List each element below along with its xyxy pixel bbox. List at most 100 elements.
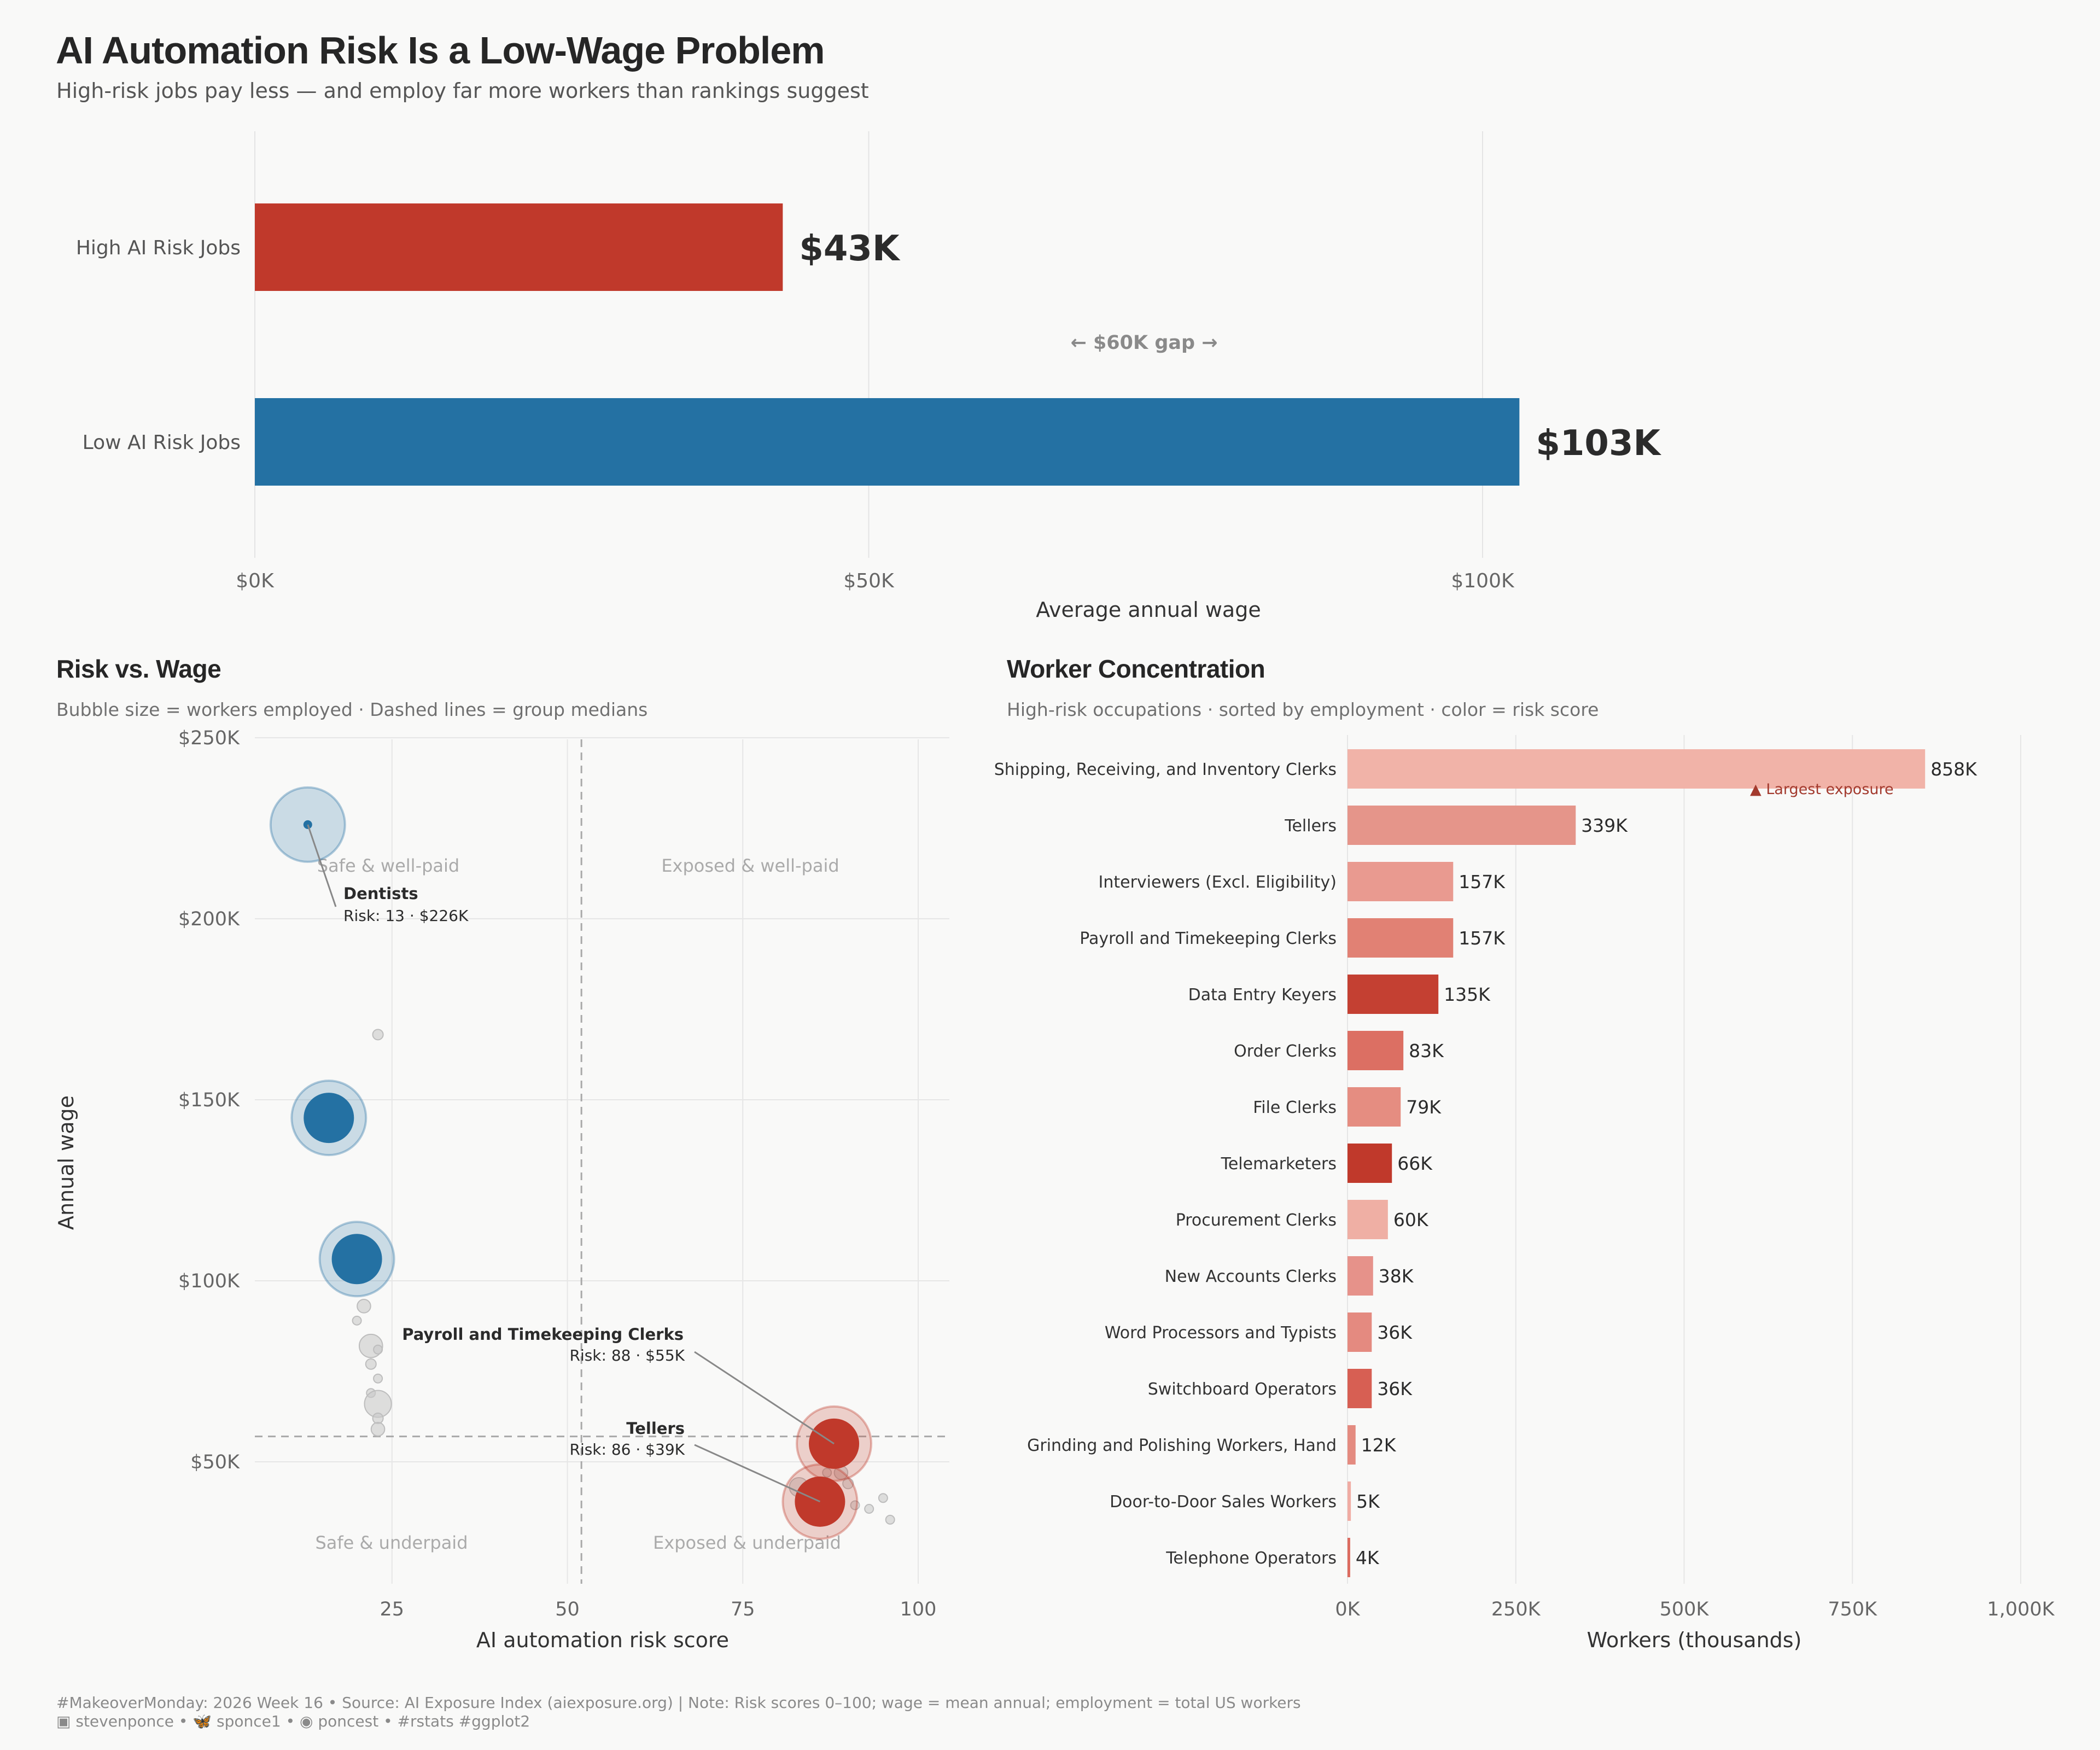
gap-annotation: ← $60K gap → xyxy=(1070,332,1217,354)
x-tick-label: $50K xyxy=(843,570,895,592)
bubble-other xyxy=(822,1467,832,1478)
workers-panel-subtitle: High-risk occupations · sorted by employ… xyxy=(1007,699,1599,720)
bar xyxy=(1348,1369,1372,1408)
value-label: 38K xyxy=(1379,1265,1414,1287)
annotation-detail: Risk: 88 · $55K xyxy=(569,1346,685,1364)
bubble-other xyxy=(878,1493,888,1503)
value-label: 36K xyxy=(1377,1378,1413,1399)
leader-line xyxy=(694,1444,820,1503)
value-label: $103K xyxy=(1536,423,1661,464)
category-label: File Clerks xyxy=(1253,1098,1337,1117)
y-tick-label: $250K xyxy=(178,727,240,749)
annotation-title: Dentists xyxy=(343,884,418,903)
risk-wage-scatter: 25 50 75 100 $50K $100K $150K $200K $250K Safe & … xyxy=(54,727,949,1652)
value-label: 83K xyxy=(1409,1040,1444,1061)
bar xyxy=(1348,1087,1401,1127)
y-tick-label: $100K xyxy=(178,1270,240,1292)
x-tick-label: 500K xyxy=(1660,1599,1710,1620)
bar xyxy=(1348,1425,1356,1465)
bar xyxy=(1348,975,1439,1014)
bubble-other xyxy=(357,1299,371,1314)
bar xyxy=(1348,1200,1388,1239)
bar xyxy=(1348,1481,1351,1521)
category-label: Door-to-Door Sales Workers xyxy=(1110,1492,1337,1512)
category-label: Telemarketers xyxy=(1221,1154,1337,1174)
footer-credits: ▣ stevenponce • 🦋 sponce1 • ◉ poncest • … xyxy=(56,1712,530,1730)
bar xyxy=(1348,806,1576,845)
x-tick-label: 750K xyxy=(1828,1599,1877,1620)
value-label: 4K xyxy=(1356,1547,1380,1568)
bar xyxy=(1348,862,1454,901)
x-tick-label: $100K xyxy=(1451,570,1515,592)
bubble-other xyxy=(365,1358,377,1370)
bubble-other xyxy=(372,1029,384,1041)
bar xyxy=(1348,1031,1404,1070)
scatter-panel-title: Risk vs. Wage xyxy=(56,655,221,683)
bar xyxy=(1348,1144,1392,1183)
quadrant-label: Safe & underpaid xyxy=(315,1532,468,1553)
value-label: 79K xyxy=(1406,1096,1442,1118)
worker-concentration-chart: 0K 250K 500K 750K 1,000K Shipping, Receiving,… xyxy=(994,735,2055,1652)
value-label: 66K xyxy=(1397,1153,1433,1174)
bubble-other xyxy=(850,1500,860,1510)
x-axis-title: Average annual wage xyxy=(1036,598,1261,622)
x-tick-label: 250K xyxy=(1491,1599,1541,1620)
scatter-panel-subtitle: Bubble size = workers employed · Dashed … xyxy=(56,699,648,720)
category-label: Grinding and Polishing Workers, Hand xyxy=(1027,1436,1337,1455)
bubble-other xyxy=(352,1315,362,1326)
value-label: 60K xyxy=(1393,1209,1429,1230)
category-label: Data Entry Keyers xyxy=(1188,985,1337,1005)
bubble-other xyxy=(373,1344,383,1355)
annotation-detail: Risk: 13 · $226K xyxy=(343,907,469,925)
quadrant-label: Exposed & underpaid xyxy=(653,1532,841,1553)
y-tick-label: $150K xyxy=(178,1089,240,1111)
y-tick-label: $200K xyxy=(178,908,240,930)
value-label: 157K xyxy=(1459,871,1506,892)
bar xyxy=(1348,1256,1373,1296)
bubble-low-risk xyxy=(331,1234,382,1285)
category-label: New Accounts Clerks xyxy=(1165,1267,1337,1286)
bar xyxy=(1348,1312,1372,1352)
annotation-title: Tellers xyxy=(626,1419,685,1438)
workers-panel-title: Worker Concentration xyxy=(1007,655,1265,683)
category-label: Word Processors and Typists xyxy=(1105,1323,1337,1343)
bar xyxy=(1348,749,1926,789)
bubble-other xyxy=(373,1373,383,1384)
category-label: Order Clerks xyxy=(1234,1042,1337,1061)
bar xyxy=(1348,918,1454,958)
x-tick-label: 1,000K xyxy=(1987,1599,2055,1620)
x-tick-label: 0K xyxy=(1335,1599,1360,1620)
value-label: $43K xyxy=(799,229,901,269)
bubble-low-risk xyxy=(304,1093,354,1144)
category-label: Switchboard Operators xyxy=(1148,1380,1337,1399)
value-label: 157K xyxy=(1459,928,1506,949)
bubble-other xyxy=(885,1514,895,1525)
leader-line xyxy=(694,1351,835,1445)
category-label: Shipping, Receiving, and Inventory Clerk… xyxy=(994,760,1337,779)
leader-line xyxy=(307,824,337,907)
bar xyxy=(1348,1538,1350,1577)
x-tick-label: 50 xyxy=(555,1599,580,1620)
quadrant-label: Safe & well-paid xyxy=(317,855,459,876)
category-label: Tellers xyxy=(1284,816,1337,836)
category-label: High AI Risk Jobs xyxy=(76,237,241,259)
value-label: 135K xyxy=(1444,984,1491,1005)
bubble-other xyxy=(370,1422,386,1437)
value-label: 339K xyxy=(1581,815,1628,836)
x-axis-title: AI automation risk score xyxy=(476,1628,729,1652)
annotation-detail: Risk: 86 · $39K xyxy=(569,1440,685,1459)
category-label: Procurement Clerks xyxy=(1176,1211,1337,1230)
largest-exposure-annotation: ▲ Largest exposure xyxy=(1750,781,1894,798)
x-tick-label: 25 xyxy=(380,1599,404,1620)
x-tick-label: 75 xyxy=(731,1599,755,1620)
wage-gap-chart: $0K $50K $100K High AI Risk Jobs $43K Low AI … xyxy=(76,131,1661,622)
x-tick-label: $0K xyxy=(236,570,275,592)
value-label: 5K xyxy=(1356,1491,1380,1512)
x-tick-label: 100 xyxy=(900,1599,937,1620)
bubble-other xyxy=(864,1504,874,1514)
y-axis-title: Annual wage xyxy=(54,1095,78,1230)
quadrant-label: Exposed & well-paid xyxy=(661,855,839,876)
bar-low-risk xyxy=(255,398,1520,486)
category-label: Interviewers (Excl. Eligibility) xyxy=(1098,873,1337,892)
y-tick-label: $50K xyxy=(190,1451,240,1473)
